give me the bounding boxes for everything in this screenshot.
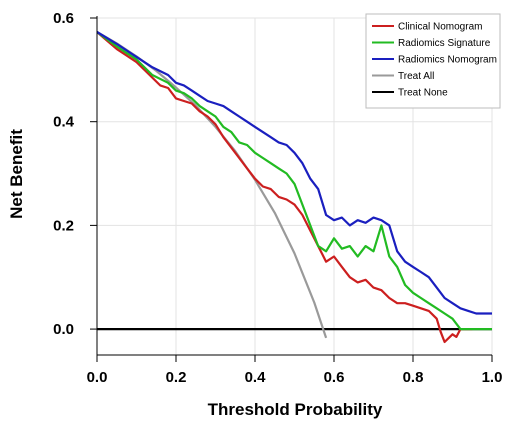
y-tick-label: 0.6 [53,10,74,27]
legend-label: Treat None [398,88,448,99]
series-line-clinical-nomogram [97,31,473,344]
x-tick-label: 0.6 [324,369,345,386]
x-axis-title: Threshold Probability [208,400,383,419]
legend: Clinical Nomogram Radiomics Signature Radi… [365,13,501,109]
y-tick-label: 0.0 [53,321,74,338]
series-line-radiomics-nomogram [97,31,492,315]
series-line-treat-all [97,31,328,339]
x-tick-label: 1.0 [482,369,503,386]
legend-label: Treat All [398,71,434,82]
tick-labels: 0.0 0.2 0.4 0.6 0.8 1.0 0.0 0.2 0.4 0.6 [53,10,502,386]
x-tick-label: 0.0 [87,369,108,386]
y-tick-label: 0.2 [53,217,74,234]
series-lines [97,31,492,344]
y-axis-title: Net Benefit [7,129,26,219]
axes [90,16,493,362]
x-tick-label: 0.4 [245,369,267,386]
y-tick-label: 0.4 [53,114,75,131]
legend-label: Radiomics Nomogram [398,55,497,66]
legend-label: Radiomics Signature [398,38,491,49]
legend-label: Clinical Nomogram [398,22,482,33]
x-tick-label: 0.8 [403,369,424,386]
x-tick-label: 0.2 [166,369,187,386]
series-line-radiomics-signature [97,31,492,331]
